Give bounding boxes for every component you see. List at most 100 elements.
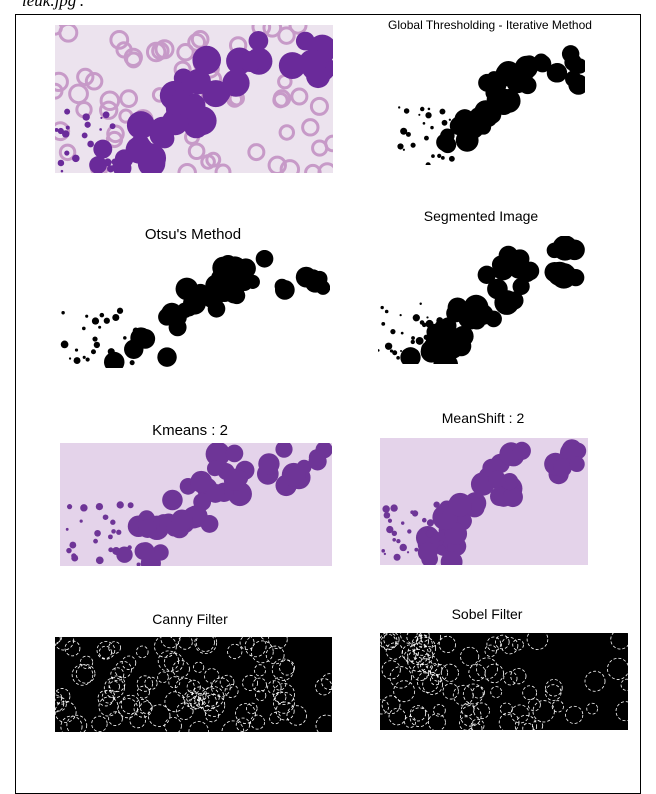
cell-blob xyxy=(451,336,471,356)
speckle xyxy=(426,320,434,328)
image-panel xyxy=(374,625,635,737)
speckle xyxy=(411,340,415,344)
cell-blob xyxy=(567,269,584,286)
speckle xyxy=(94,530,101,537)
speckle xyxy=(398,106,400,108)
cell-blob xyxy=(166,95,187,116)
page: leuk.jpg'. Global Thresholding - Iterati… xyxy=(0,0,656,784)
speckle xyxy=(112,314,119,321)
cell-blob xyxy=(171,509,192,530)
speckle xyxy=(381,549,385,553)
cell-blob xyxy=(544,262,564,282)
speckle xyxy=(96,556,104,564)
speckle xyxy=(116,530,121,535)
speckle xyxy=(100,313,105,318)
speckle xyxy=(61,341,69,349)
speckle xyxy=(80,520,83,523)
speckle xyxy=(382,505,389,512)
cell-blob xyxy=(513,442,531,460)
cell-blob xyxy=(282,463,306,487)
speckle xyxy=(438,545,446,553)
cell-blob xyxy=(488,471,505,488)
cell-blob xyxy=(157,347,176,366)
speckle xyxy=(436,317,443,324)
speckle xyxy=(443,140,445,142)
image-panel xyxy=(397,45,589,167)
cell-blob xyxy=(299,49,327,77)
speckle xyxy=(381,322,385,326)
speckle xyxy=(403,149,405,151)
speckle xyxy=(404,108,409,113)
cell-blob xyxy=(418,542,438,562)
speckle xyxy=(439,109,445,115)
speckle xyxy=(397,143,403,149)
cell-blob xyxy=(224,469,246,491)
speckle xyxy=(401,521,404,524)
panel-title: Otsu's Method xyxy=(145,226,241,243)
speckle xyxy=(83,356,86,359)
speckle xyxy=(64,150,69,155)
speckle xyxy=(98,326,101,329)
cell-blob xyxy=(275,441,292,458)
speckle xyxy=(431,154,435,158)
panel-title: Global Thresholding - Iterative Method xyxy=(388,18,592,32)
speckle xyxy=(92,317,99,324)
speckle xyxy=(94,342,100,348)
cell-blob xyxy=(256,250,274,268)
cell-blob xyxy=(136,542,154,560)
cell-blob xyxy=(249,31,269,51)
image-panel xyxy=(48,17,340,181)
cell-blob xyxy=(235,272,252,289)
speckle xyxy=(112,547,120,555)
speckle xyxy=(386,526,393,533)
speckle xyxy=(91,349,96,354)
speckle xyxy=(420,107,424,111)
speckle xyxy=(61,311,64,314)
cell-blob xyxy=(258,453,279,474)
speckle xyxy=(396,356,400,360)
speckle xyxy=(400,544,407,551)
cell-blob xyxy=(495,63,519,87)
speckle xyxy=(138,342,141,345)
cell-blob xyxy=(211,268,234,291)
speckle xyxy=(426,530,433,537)
speckle xyxy=(437,154,441,158)
speckle xyxy=(71,553,76,558)
speckle xyxy=(72,155,80,163)
speckle xyxy=(75,348,78,351)
speckle xyxy=(419,303,421,305)
speckle xyxy=(55,128,59,132)
speckle xyxy=(390,504,397,511)
speckle xyxy=(58,160,65,167)
speckle xyxy=(117,308,123,314)
speckle xyxy=(111,529,116,534)
speckle xyxy=(104,158,112,166)
speckle xyxy=(82,133,88,139)
speckle xyxy=(85,315,88,318)
cell-blob xyxy=(552,235,577,260)
cell-blob xyxy=(207,461,223,477)
speckle xyxy=(400,128,407,135)
cell-blob xyxy=(553,458,572,477)
speckle xyxy=(384,512,391,519)
speckle xyxy=(434,342,439,347)
cell-blob xyxy=(138,519,157,538)
cell-blob xyxy=(448,493,472,517)
cell-blob xyxy=(162,490,183,511)
speckle xyxy=(414,548,418,552)
speckle xyxy=(61,170,64,173)
speckle xyxy=(64,109,70,115)
speckle xyxy=(433,501,439,507)
speckle xyxy=(390,329,395,334)
speckle xyxy=(117,501,124,508)
panel-title: Segmented Image xyxy=(424,208,539,224)
speckle xyxy=(117,168,121,172)
speckle xyxy=(99,128,102,131)
speckle xyxy=(80,504,87,511)
speckle xyxy=(424,335,429,340)
speckle xyxy=(108,348,115,355)
speckle xyxy=(411,336,415,340)
speckle xyxy=(104,515,108,519)
speckle xyxy=(130,344,136,350)
speckle xyxy=(83,113,90,120)
